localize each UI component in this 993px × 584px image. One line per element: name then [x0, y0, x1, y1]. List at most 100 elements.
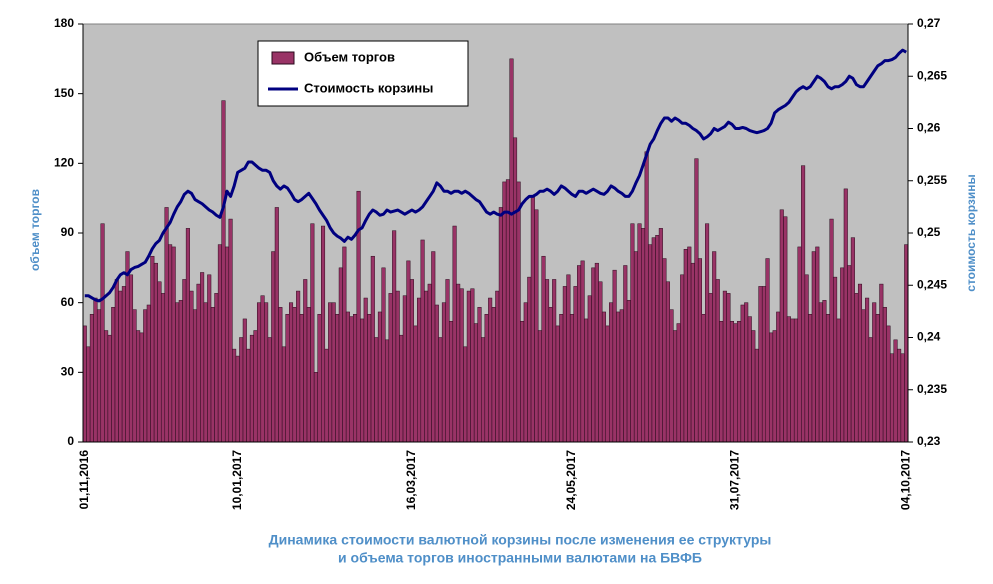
bar [527, 276, 532, 443]
bar [171, 246, 176, 443]
bar [676, 323, 681, 443]
bar [815, 246, 820, 443]
bar [178, 300, 183, 443]
bar [491, 307, 496, 443]
bar [434, 304, 439, 443]
bar [719, 320, 724, 443]
bar [360, 318, 365, 443]
bar [552, 279, 557, 443]
bar [363, 297, 368, 443]
bar [224, 246, 230, 443]
bar [370, 255, 375, 443]
bar [530, 195, 535, 443]
bar [121, 286, 126, 443]
bar [580, 260, 585, 443]
bar [239, 337, 244, 443]
bar [793, 318, 799, 443]
bar [662, 258, 667, 443]
bar [185, 228, 190, 443]
bar [562, 286, 567, 443]
bar [456, 283, 461, 443]
bar [854, 293, 859, 443]
bar [776, 311, 781, 443]
bar [687, 246, 692, 443]
bar [829, 218, 834, 443]
bar [86, 346, 91, 443]
bar [801, 165, 806, 443]
bar [861, 309, 866, 443]
bar [328, 302, 333, 443]
bar [665, 281, 670, 443]
y2-tick-label: 0,255 [917, 173, 947, 187]
bar [655, 235, 660, 443]
bar [377, 311, 382, 443]
bar [207, 274, 212, 443]
bar [836, 318, 841, 443]
bar [765, 258, 770, 443]
bar [843, 188, 848, 443]
bar [708, 293, 713, 443]
bar [694, 158, 699, 443]
bar [100, 223, 105, 443]
bar [256, 302, 262, 443]
bar [868, 337, 873, 443]
bar [143, 309, 148, 443]
bar [537, 330, 542, 443]
bar [722, 290, 727, 443]
bar [758, 286, 763, 443]
bar [790, 318, 795, 443]
bar [118, 290, 123, 443]
bar [427, 283, 432, 443]
bar [495, 290, 500, 443]
bar [609, 302, 614, 443]
bar [772, 330, 777, 443]
bar [470, 288, 475, 443]
bar [463, 346, 468, 443]
bar [473, 323, 478, 443]
bar [132, 309, 137, 443]
bar [107, 334, 112, 443]
y2-tick-label: 0,265 [917, 68, 947, 82]
bar [452, 225, 457, 443]
bar [313, 372, 318, 443]
bar [658, 228, 663, 443]
bar [783, 216, 788, 443]
bar [669, 309, 674, 443]
bar [445, 279, 450, 443]
bar [904, 244, 909, 443]
bar [385, 339, 390, 443]
bar [292, 307, 297, 443]
bar [310, 223, 315, 443]
bar [566, 274, 571, 443]
bar [587, 295, 592, 443]
bar [114, 279, 119, 443]
y2-tick-label: 0,245 [917, 277, 947, 291]
bar [349, 316, 354, 443]
bar [879, 283, 884, 443]
bar [431, 251, 436, 443]
bar [128, 274, 134, 443]
bar [577, 265, 582, 443]
bar [690, 262, 695, 443]
bar [367, 314, 372, 443]
bar [726, 293, 731, 443]
bar [438, 337, 443, 443]
bar [808, 314, 813, 443]
bar [897, 348, 902, 443]
bar [626, 300, 631, 443]
bar [488, 297, 493, 443]
bar [264, 302, 269, 443]
bar [374, 337, 379, 443]
bar [601, 311, 606, 443]
bar [331, 302, 336, 443]
bar [317, 314, 322, 443]
bar [235, 355, 240, 443]
bar [146, 304, 151, 443]
bar [818, 302, 823, 443]
bar [737, 320, 742, 443]
bar [271, 251, 276, 443]
bar [338, 267, 343, 443]
bar [516, 181, 521, 443]
bar [395, 290, 400, 443]
bar [715, 279, 720, 443]
